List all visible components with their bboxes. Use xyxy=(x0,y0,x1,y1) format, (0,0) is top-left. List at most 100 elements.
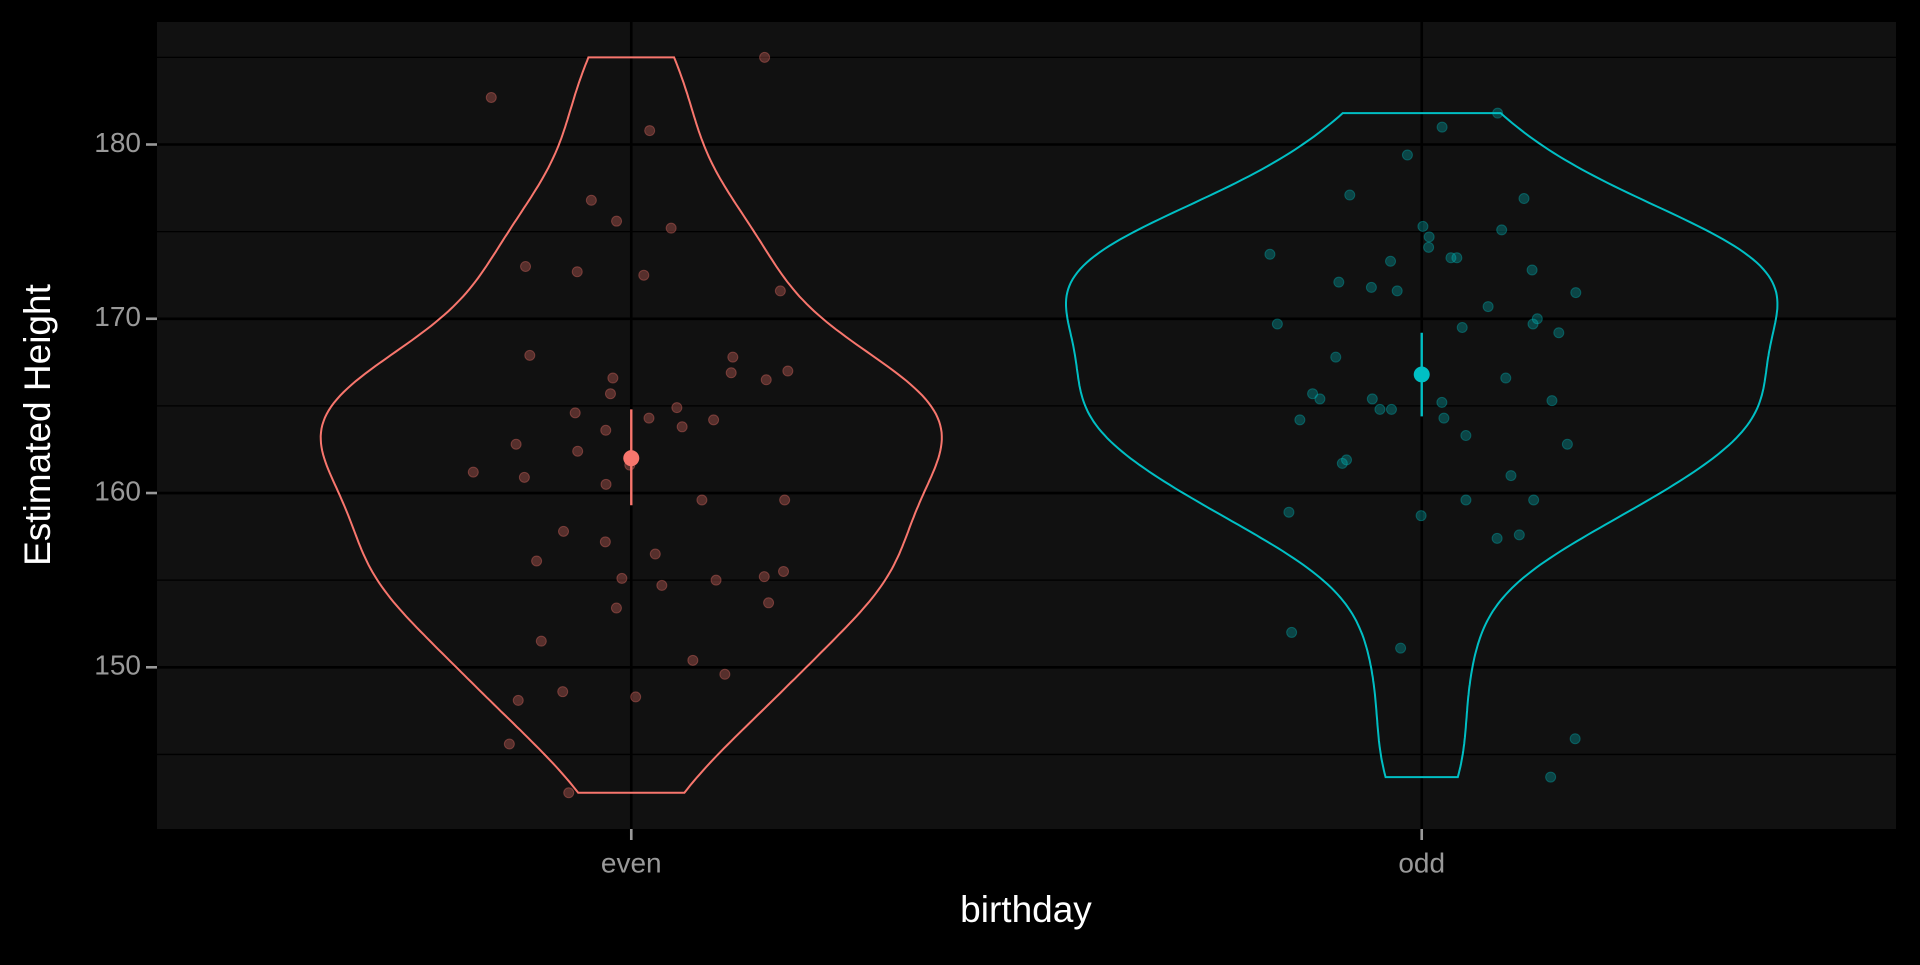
point xyxy=(512,694,524,706)
point xyxy=(1423,241,1435,253)
point xyxy=(1505,470,1517,482)
point xyxy=(1436,121,1448,133)
point xyxy=(638,269,650,281)
point xyxy=(1395,642,1407,654)
point xyxy=(1415,510,1427,522)
point xyxy=(656,579,668,591)
point xyxy=(778,565,790,577)
panel xyxy=(157,22,1896,829)
point xyxy=(1391,285,1403,297)
point xyxy=(1569,733,1581,745)
point xyxy=(571,266,583,278)
mean-point xyxy=(1413,366,1430,383)
point xyxy=(1492,107,1504,119)
violin xyxy=(1065,112,1779,779)
point xyxy=(1460,430,1472,442)
point xyxy=(1423,231,1435,243)
point xyxy=(1336,457,1348,469)
point xyxy=(467,466,479,478)
point xyxy=(1456,321,1468,333)
point xyxy=(1527,318,1539,330)
y-tick-label: 170 xyxy=(94,301,141,332)
point xyxy=(665,222,677,234)
point xyxy=(1570,287,1582,299)
point xyxy=(503,738,515,750)
point xyxy=(610,602,622,614)
y-tick-label: 150 xyxy=(94,650,141,681)
point xyxy=(557,686,569,698)
point xyxy=(520,260,532,272)
point xyxy=(1518,193,1530,205)
point xyxy=(725,367,737,379)
point xyxy=(558,525,570,537)
point xyxy=(600,478,612,490)
point xyxy=(710,574,722,586)
point xyxy=(1491,532,1503,544)
x-tick-label: odd xyxy=(1398,847,1445,878)
point xyxy=(604,388,616,400)
point xyxy=(759,51,771,63)
point xyxy=(1445,252,1457,264)
point xyxy=(607,372,619,384)
point xyxy=(1385,255,1397,267)
point xyxy=(630,691,642,703)
y-tick-label: 160 xyxy=(94,475,141,506)
point xyxy=(1283,506,1295,518)
point xyxy=(563,787,575,799)
point xyxy=(518,471,530,483)
point xyxy=(1438,412,1450,424)
point xyxy=(1545,771,1557,783)
point xyxy=(1307,388,1319,400)
point xyxy=(611,215,623,227)
point xyxy=(535,635,547,647)
point xyxy=(1401,149,1413,161)
point xyxy=(1526,264,1538,276)
point xyxy=(1264,248,1276,260)
point xyxy=(1366,393,1378,405)
point xyxy=(1528,494,1540,506)
point xyxy=(1314,393,1326,405)
point xyxy=(763,597,775,609)
point xyxy=(1436,396,1448,408)
point xyxy=(1496,224,1508,236)
point xyxy=(1286,626,1298,638)
point xyxy=(1271,318,1283,330)
point xyxy=(1460,494,1472,506)
point xyxy=(727,351,739,363)
point xyxy=(1341,454,1353,466)
point xyxy=(676,421,688,433)
x-tick-label: even xyxy=(601,847,662,878)
point xyxy=(1344,189,1356,201)
point xyxy=(572,445,584,457)
x-axis-title: birthday xyxy=(960,889,1092,930)
point xyxy=(531,555,543,567)
y-tick-label: 180 xyxy=(94,127,141,158)
point xyxy=(643,412,655,424)
point xyxy=(1482,301,1494,313)
violin xyxy=(319,56,943,794)
point xyxy=(774,285,786,297)
point xyxy=(1294,414,1306,426)
point xyxy=(649,548,661,560)
point xyxy=(585,194,597,206)
point xyxy=(1500,372,1512,384)
point xyxy=(1333,276,1345,288)
point xyxy=(1417,220,1429,232)
y-axis-title: Estimated Height xyxy=(17,283,58,565)
point xyxy=(599,536,611,548)
point xyxy=(1374,403,1386,415)
point xyxy=(1546,395,1558,407)
point xyxy=(1531,313,1543,325)
point xyxy=(708,414,720,426)
point xyxy=(1330,351,1342,363)
point xyxy=(644,125,656,137)
point xyxy=(760,374,772,386)
point xyxy=(1513,529,1525,541)
point xyxy=(719,668,731,680)
point xyxy=(1553,327,1565,339)
point xyxy=(782,365,794,377)
point xyxy=(616,572,628,584)
point xyxy=(696,494,708,506)
point xyxy=(1385,403,1397,415)
